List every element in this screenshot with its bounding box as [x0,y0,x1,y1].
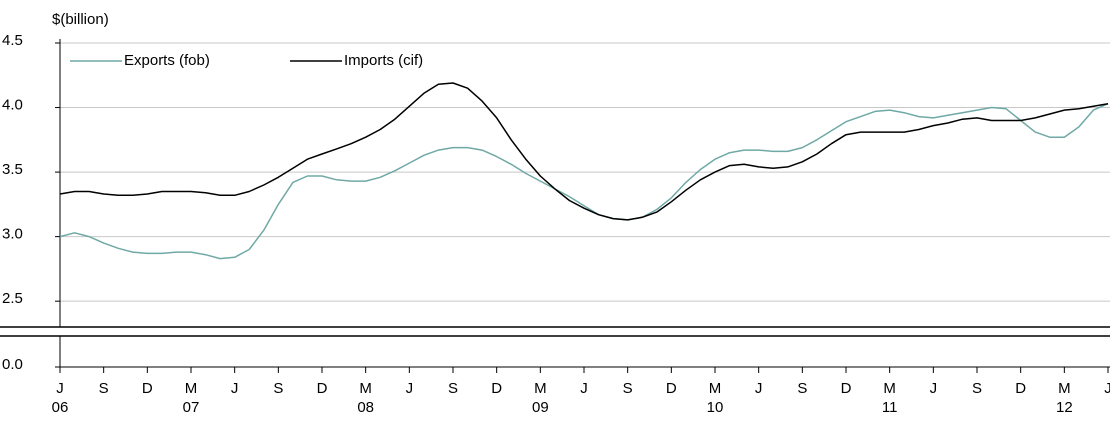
x-year-label: 11 [882,399,898,416]
x-year-label: 07 [183,399,200,416]
y-tick-label: 2.5 [2,290,23,307]
legend-label: Exports (fob) [124,52,210,69]
x-tick-label: S [273,380,283,397]
x-year-label: 09 [532,399,549,416]
x-year-label: 10 [707,399,724,416]
x-tick-label: J [231,380,239,397]
y-tick-label: 3.0 [2,226,23,243]
x-tick-label: S [448,380,458,397]
y-tick-label: 3.5 [2,161,23,178]
legend-label: Imports (cif) [344,52,423,69]
x-tick-label: J [930,380,938,397]
x-tick-label: M [359,380,372,397]
y-tick-label: 4.5 [2,32,23,49]
x-tick-label: J [406,380,414,397]
x-tick-label: S [797,380,807,397]
x-tick-label: M [1058,380,1071,397]
x-tick-label: J [755,380,763,397]
x-year-label: 06 [52,399,69,416]
x-tick-label: D [317,380,328,397]
x-tick-label: M [534,380,547,397]
x-year-label: 08 [357,399,374,416]
x-tick-label: J [1104,380,1110,397]
x-tick-label: J [580,380,588,397]
x-tick-label: S [99,380,109,397]
x-tick-label: D [142,380,153,397]
x-year-label: 12 [1056,399,1073,416]
y-axis-label: $(billion) [52,11,109,28]
x-tick-label: M [883,380,896,397]
x-tick-label: D [1015,380,1026,397]
data-line [59,82,1109,221]
x-tick-label: D [666,380,677,397]
x-tick-label: M [709,380,722,397]
x-tick-label: S [623,380,633,397]
data-line [59,103,1109,260]
x-tick-label: J [56,380,64,397]
x-tick-label: D [491,380,502,397]
y-tick-label: 4.0 [2,97,23,114]
x-tick-label: D [841,380,852,397]
x-tick-label: M [185,380,198,397]
y-tick-label: 0.0 [2,356,23,373]
x-tick-label: S [972,380,982,397]
